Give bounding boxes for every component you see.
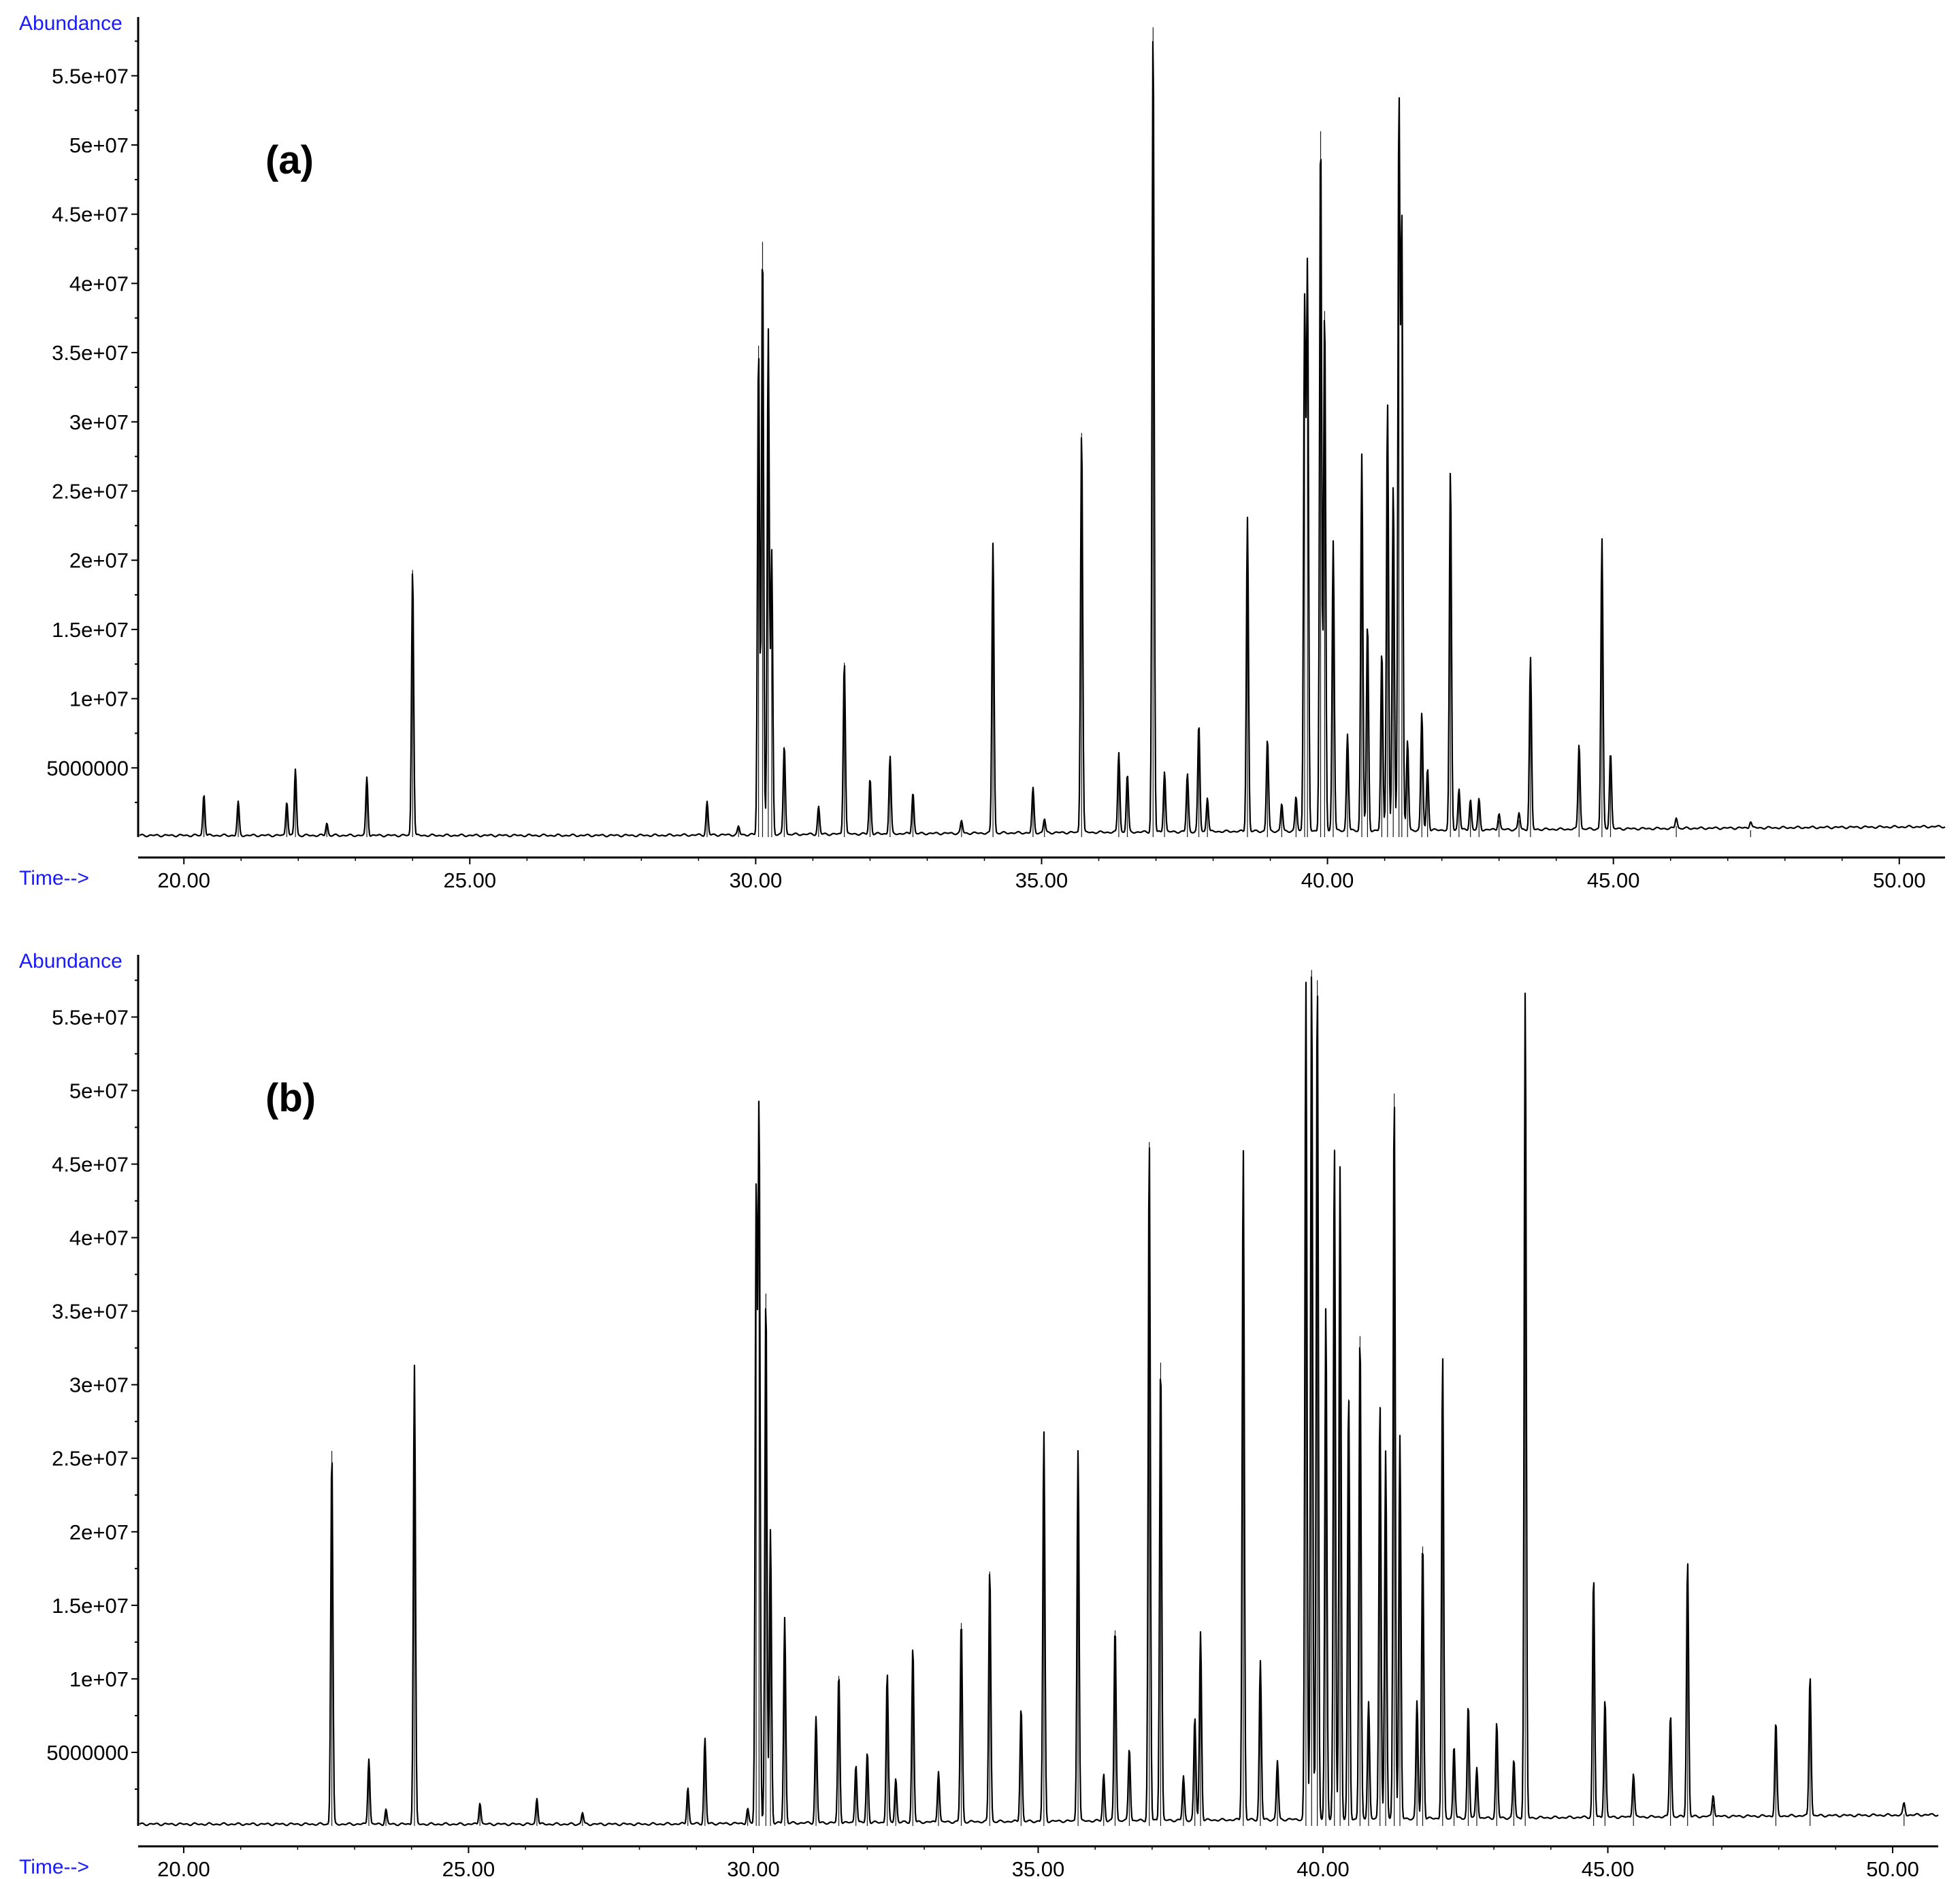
x-tick-label: 25.00	[444, 868, 497, 892]
x-tick-label: 35.00	[1015, 868, 1068, 892]
y-tick-label: 1.5e+07	[52, 618, 129, 642]
x-axis-title: Time-->	[19, 867, 89, 889]
y-tick-label: 5.5e+07	[52, 1005, 129, 1029]
y-tick-label: 4.5e+07	[52, 1153, 129, 1177]
y-tick-label: 1e+07	[69, 1667, 129, 1691]
y-tick-label: 4e+07	[69, 1226, 129, 1250]
y-tick-label: 5e+07	[69, 1079, 129, 1102]
x-tick-label: 40.00	[1301, 868, 1354, 892]
y-tick-label: 4.5e+07	[52, 203, 129, 227]
y-tick-label: 4e+07	[69, 272, 129, 295]
y-tick-label: 3e+07	[69, 1373, 129, 1397]
x-tick-label: 20.00	[157, 868, 210, 892]
y-tick-label: 2e+07	[69, 549, 129, 572]
x-tick-label: 25.00	[442, 1857, 495, 1879]
x-axis-title: Time-->	[19, 1856, 89, 1878]
x-tick-label: 50.00	[1873, 868, 1926, 892]
chart-panel-a: 5000000 1e+07 1.5e+07 2e+07 2.5e+07 3e+07 3.5e…	[19, 12, 1946, 892]
x-tick-label: 30.00	[730, 868, 783, 892]
x-tick-label: 35.00	[1012, 1857, 1065, 1879]
x-tick-label: 20.00	[157, 1857, 210, 1879]
y-tick-label: 1.5e+07	[52, 1594, 129, 1618]
x-tick-label: 50.00	[1866, 1857, 1919, 1879]
x-tick-label: 45.00	[1587, 868, 1640, 892]
y-tick-label: 5000000	[46, 756, 129, 780]
x-tick-label: 30.00	[727, 1857, 780, 1879]
x-tick-label: 45.00	[1582, 1857, 1635, 1879]
y-tick-label: 3.5e+07	[52, 1300, 129, 1324]
y-tick-label: 1e+07	[69, 687, 129, 711]
chart-panel-b: 5000000 1e+07 1.5e+07 2e+07 2.5e+07 3e+07 3.5e…	[19, 950, 1939, 1879]
y-tick-label: 3.5e+07	[52, 341, 129, 365]
y-tick-label: 2.5e+07	[52, 1447, 129, 1471]
chromatogram-trace	[139, 41, 1946, 838]
y-axis-title: Abundance	[19, 950, 122, 973]
panel-label: (b)	[265, 1076, 316, 1120]
panel-label: (a)	[265, 138, 314, 182]
chromatogram-trace	[139, 976, 1939, 1827]
y-axis-title: Abundance	[19, 12, 122, 35]
y-tick-label: 2.5e+07	[52, 480, 129, 504]
x-tick-label: 40.00	[1296, 1857, 1350, 1879]
y-tick-label: 3e+07	[69, 410, 129, 434]
y-tick-label: 5e+07	[69, 133, 129, 157]
y-tick-label: 5000000	[46, 1741, 129, 1765]
y-tick-label: 2e+07	[69, 1520, 129, 1544]
y-tick-label: 5.5e+07	[52, 64, 129, 88]
